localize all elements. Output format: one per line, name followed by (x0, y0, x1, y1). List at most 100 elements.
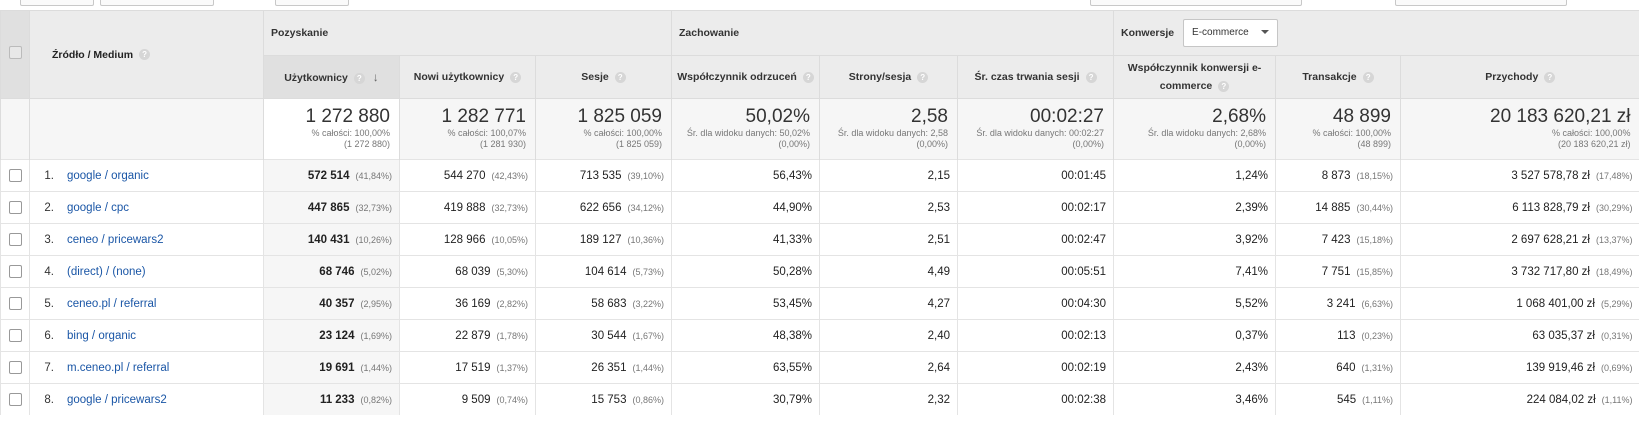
new-users-cell: 22 879 (1,78%) (399, 319, 536, 352)
dimension-header[interactable]: Źródło / Medium? (29, 10, 264, 99)
row-checkbox[interactable] (8, 201, 22, 214)
source-medium-link[interactable]: m.ceneo.pl / referral (67, 361, 170, 374)
users-cell: 11 233 (0,82%) (263, 383, 400, 415)
sessions-cell: 26 351 (1,44%) (535, 351, 672, 384)
transactions-cell: 3 241 (6,63%) (1275, 287, 1401, 320)
row-checkbox[interactable] (8, 329, 22, 342)
transactions-cell: 545 (1,11%) (1275, 383, 1401, 415)
sessions-cell-percent: (1,44%) (632, 362, 664, 373)
total-subtext-paren: (0,00%) (778, 139, 810, 149)
column-header-sessions[interactable]: Sesje? (535, 55, 672, 99)
column-header-bounce-rate[interactable]: Współczynnik odrzuceń? (671, 55, 820, 99)
source-medium-link[interactable]: bing / organic (67, 329, 137, 342)
table-row: 5. ceneo.pl / referral 40 357 (2,95%) 36 169… (0, 287, 1639, 320)
column-header-session-duration[interactable]: Śr. czas trwania sesji? (957, 55, 1114, 99)
new-users-cell-value: 544 270 (443, 169, 486, 182)
row-select-cell (0, 255, 30, 288)
row-checkbox[interactable] (8, 169, 22, 182)
help-icon[interactable]: ? (917, 71, 929, 83)
row-checkbox[interactable] (8, 233, 22, 246)
source-cell: 7. m.ceneo.pl / referral (29, 351, 264, 384)
conversions-select[interactable]: E-commerce (1183, 19, 1278, 47)
new-users-cell-percent: (1,37%) (496, 362, 528, 373)
help-icon[interactable]: ? (1544, 71, 1556, 83)
totals-label-cell (29, 98, 264, 160)
total-subtext-paren: (0,00%) (1072, 139, 1104, 149)
help-icon[interactable]: ? (802, 71, 814, 83)
sessions-cell-value: 104 614 (584, 265, 627, 278)
help-icon[interactable]: ? (139, 49, 151, 61)
toolbar-control[interactable] (275, 0, 349, 6)
revenue-cell-percent: (13,37%) (1595, 234, 1633, 245)
select-all-checkbox[interactable] (8, 45, 22, 59)
revenue-cell-percent: (0,69%) (1601, 362, 1633, 373)
source-medium-link[interactable]: ceneo.pl / referral (67, 297, 157, 310)
source-medium-link[interactable]: google / organic (67, 169, 149, 182)
row-checkbox[interactable] (8, 361, 22, 374)
new-users-cell-percent: (32,73%) (491, 202, 528, 213)
session-duration-cell: 00:02:13 (957, 319, 1114, 352)
revenue-cell: 3 732 717,80 zł (18,49%) (1399, 255, 1639, 288)
column-header-transactions[interactable]: Transakcje? (1275, 55, 1401, 99)
column-header-bounce-rate-label: Współczynnik odrzuceń (677, 71, 797, 83)
help-icon[interactable]: ? (353, 72, 365, 84)
help-icon[interactable]: ? (510, 71, 522, 83)
column-header-new-users-label: Nowi użytkownicy (413, 71, 505, 83)
total-subtext: % całości: 100,00% (311, 128, 390, 138)
select-all-cell (0, 10, 30, 99)
pages-per-session-cell: 2,15 (819, 159, 958, 192)
search-input[interactable] (1090, 0, 1302, 6)
row-checkbox[interactable] (8, 393, 22, 406)
source-medium-link[interactable]: google / cpc (67, 201, 130, 214)
transactions-cell-percent: (30,44%) (1356, 202, 1393, 213)
row-checkbox[interactable] (8, 297, 22, 310)
users-cell-value: 23 124 (319, 329, 355, 342)
new-users-cell: 544 270 (42,43%) (399, 159, 536, 192)
row-index: 8. (44, 393, 54, 406)
transactions-cell: 113 (0,23%) (1275, 319, 1401, 352)
source-medium-link[interactable]: ceneo / pricewars2 (67, 233, 164, 246)
new-users-cell: 68 039 (5,30%) (399, 255, 536, 288)
transactions-cell-percent: (15,18%) (1356, 234, 1393, 245)
help-icon[interactable]: ? (1362, 71, 1374, 83)
column-header-pages-per-session-label: Strony/sesja (848, 71, 912, 83)
row-index: 6. (44, 329, 54, 342)
new-users-cell-percent: (42,43%) (491, 170, 528, 181)
column-header-pages-per-session[interactable]: Strony/sesja? (819, 55, 958, 99)
total-value: 2,68% (1212, 106, 1266, 127)
pages-per-session-cell: 2,64 (819, 351, 958, 384)
top-toolbar (0, 0, 1639, 10)
column-header-revenue[interactable]: Przychody? (1399, 55, 1639, 99)
conversions-select-value: E-commerce (1192, 27, 1249, 38)
transactions-cell-value: 7 751 (1321, 265, 1351, 278)
revenue-cell: 1 068 401,00 zł (5,29%) (1399, 287, 1639, 320)
pages-per-session-cell: 4,49 (819, 255, 958, 288)
row-checkbox[interactable] (8, 265, 22, 278)
revenue-cell-percent: (18,49%) (1595, 266, 1633, 277)
column-header-new-users[interactable]: Nowi użytkownicy? (399, 55, 536, 99)
toolbar-control[interactable] (100, 0, 214, 6)
users-cell-value: 19 691 (319, 361, 355, 374)
help-icon[interactable]: ? (1218, 80, 1230, 92)
view-switcher[interactable] (1395, 0, 1567, 6)
help-icon[interactable]: ? (1085, 71, 1097, 83)
source-medium-link[interactable]: google / pricewars2 (67, 393, 167, 406)
users-cell: 40 357 (2,95%) (263, 287, 400, 320)
total-subtext-paren: (1 825 059) (615, 139, 662, 149)
users-cell-percent: (41,84%) (355, 170, 392, 181)
total-value: 00:02:27 (1030, 106, 1104, 127)
column-header-conversion-rate[interactable]: Współczynnik konwersji e-commerce? (1113, 55, 1276, 99)
help-icon[interactable]: ? (614, 71, 626, 83)
revenue-cell: 3 527 578,78 zł (17,48%) (1399, 159, 1639, 192)
sessions-cell-percent: (34,12%) (627, 202, 664, 213)
conversion-rate-cell: 0,37% (1113, 319, 1276, 352)
bounce-rate-cell: 30,79% (671, 383, 820, 415)
source-medium-link[interactable]: (direct) / (none) (67, 265, 146, 278)
toolbar-control[interactable] (20, 0, 94, 6)
row-index: 3. (44, 233, 54, 246)
revenue-cell-value: 63 035,37 zł (1532, 329, 1595, 342)
sessions-cell-percent: (10,36%) (627, 234, 664, 245)
sort-descending-icon[interactable]: ↓ (372, 70, 379, 84)
conversion-rate-cell: 5,52% (1113, 287, 1276, 320)
column-header-users[interactable]: Użytkownicy? ↓ (263, 55, 400, 99)
